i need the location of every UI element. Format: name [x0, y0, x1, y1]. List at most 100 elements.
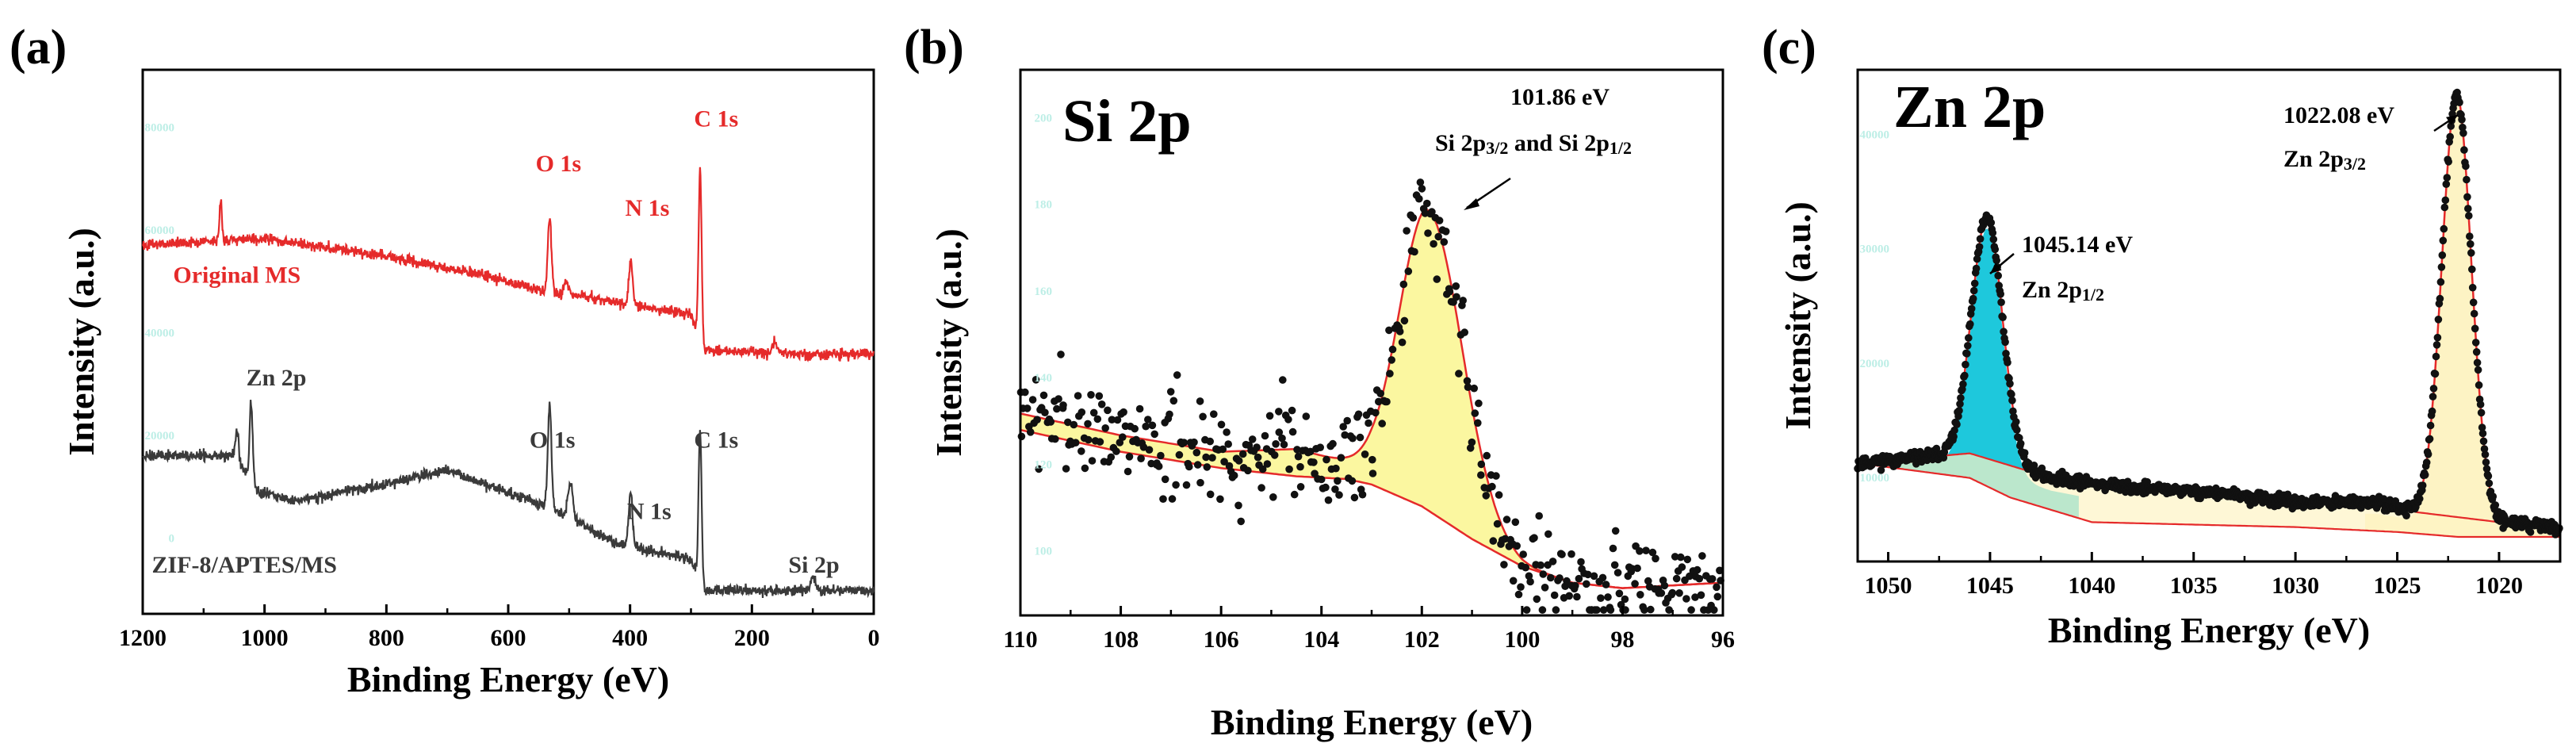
panel-b-data-point: [1084, 420, 1092, 428]
panel-b-data-point: [1683, 555, 1692, 564]
panel-b-data-point: [1519, 550, 1527, 558]
panel-b-data-point: [1611, 527, 1620, 535]
panel-a-series-original-ms-line: [141, 167, 875, 362]
panel-b-data-point: [1492, 472, 1500, 480]
panel-b-data-point: [1675, 589, 1683, 597]
panel-c-data-point: [1969, 286, 1978, 295]
panel-c-data-point: [2432, 341, 2441, 349]
panel-b-data-point: [1307, 447, 1315, 456]
panel-b-data-point: [1398, 338, 1407, 347]
panel-c-data-point: [2002, 350, 2010, 358]
panel-b-data-point: [1395, 328, 1404, 335]
panel-b-data-point: [1028, 396, 1037, 404]
panel-c-data-point: [2471, 324, 2479, 333]
panel-c-data-point: [2481, 450, 2490, 458]
panel-c-x-axis-title: Binding Energy (eV): [2048, 610, 2370, 650]
panel-c-data-point: [2476, 400, 2485, 408]
panel-b-data-point: [1349, 434, 1357, 443]
panel-b-data-point: [1672, 574, 1681, 583]
panel-b-data-point: [1477, 471, 1485, 479]
panel-c-data-point: [2480, 445, 2489, 453]
panel-c-data-point: [1963, 350, 1971, 358]
panel-b-data-point: [1445, 287, 1454, 296]
panel-b-data-point: [1602, 581, 1610, 588]
panel-b-x-axis-title: Binding Energy (eV): [1211, 702, 1533, 742]
panel-b-data-point: [1021, 388, 1029, 397]
panel-b-data-point: [1142, 422, 1150, 431]
panel-a-annotation: N 1s: [627, 499, 672, 525]
panel-b-data-point: [1509, 577, 1518, 585]
panel-c-data-point: [2434, 316, 2443, 324]
panel-b-data-point: [1234, 501, 1242, 510]
panel-c-data-point: [2006, 380, 2014, 388]
panel-b-data-point: [1062, 465, 1070, 473]
panel-b-data-point: [1640, 606, 1648, 614]
panel-c-data-point: [2459, 123, 2467, 132]
panel-b-data-point: [1270, 451, 1279, 459]
panel-b-data-point: [1343, 416, 1351, 425]
panel-b-data-point: [1219, 445, 1227, 454]
panel-c-data-point: [2455, 98, 2463, 106]
panel-b-data-point: [1206, 490, 1215, 499]
panel-b-data-point: [1403, 227, 1410, 235]
panel-c-data-point: [1975, 243, 1984, 251]
panel-b-peak-assignment: Si 2p3/2 and Si 2p1/2: [1435, 130, 1632, 158]
panel-b-data-point: [1112, 447, 1120, 455]
panel-b-data-point: [1131, 424, 1139, 433]
panel-b-data-point: [1468, 438, 1476, 446]
panel-c-data-point: [1976, 235, 1985, 243]
panel-b-data-point: [1168, 495, 1177, 503]
panel-a-annotation: Original MS: [173, 263, 300, 289]
panel-c-data-point: [2444, 158, 2452, 166]
panel-c-data-point: [2467, 249, 2475, 257]
panel-b-data-point: [1544, 530, 1552, 538]
panel-b-data-point: [1077, 447, 1085, 455]
panel-c-data-point: [1967, 305, 1976, 313]
panel-c-data-point: [2416, 495, 2424, 503]
panel-c-data-point: [2009, 407, 2017, 416]
panel-c-data-point: [2429, 393, 2437, 400]
panel-c-x-tick-label: 1020: [2475, 573, 2523, 599]
panel-b-data-point: [1687, 606, 1695, 614]
panel-c-data-point: [2482, 458, 2490, 466]
panel-b-data-point: [1376, 389, 1384, 398]
panel-b-data-point: [1410, 247, 1418, 256]
panel-b-data-point: [1296, 462, 1304, 471]
panel-c-data-point: [2020, 449, 2029, 457]
panel-c-data-point: [2016, 439, 2025, 448]
panel-b-data-point: [1511, 518, 1520, 527]
panel-b-data-point: [1460, 328, 1468, 336]
panel-c-y-tick-label: 40000: [1860, 129, 1890, 142]
panel-b-data-point: [1453, 293, 1460, 301]
panel-b-data-point: [1583, 580, 1590, 588]
panel-b-data-point: [1368, 469, 1377, 477]
panel-b-data-point: [1575, 574, 1583, 583]
panel-a-x-tick-label: 400: [612, 625, 648, 651]
panel-a-y-tick-label: 40000: [145, 328, 175, 340]
panel-b-data-point: [1361, 450, 1369, 458]
panel-c-data-point: [2438, 251, 2447, 259]
panel-b-data-point: [1565, 592, 1573, 600]
panel-c-x-tick-label: 1030: [2272, 573, 2319, 599]
panel-b-data-point: [1665, 606, 1673, 614]
panel-c-y-tick-label: 10000: [1860, 472, 1890, 485]
panel-c-data-point: [2468, 265, 2476, 274]
panel-b-data-point: [1708, 575, 1717, 583]
panel-c-data-point: [2485, 479, 2494, 488]
panel-c-peak-assignment: Zn 2p3/2: [2283, 146, 2366, 174]
panel-b-data-point: [1035, 465, 1043, 473]
panel-b-data-point: [1678, 563, 1686, 571]
panel-b-data-point: [1590, 572, 1598, 581]
panel-b-data-point: [1541, 584, 1549, 592]
panel-b-x-tick-label: 104: [1303, 627, 1339, 653]
panel-b-data-point: [1693, 565, 1701, 574]
panel-a-y-tick-label: 0: [169, 532, 175, 545]
panel-c-data-point: [1953, 420, 1961, 428]
panel-b-data-point: [1475, 399, 1483, 408]
panel-b-data-point: [1636, 591, 1644, 599]
panel-b-data-point: [1571, 581, 1579, 590]
panel-b-data-point: [1483, 451, 1491, 460]
panel-a-series-zif8-aptes-ms-line: [142, 400, 875, 599]
panel-b-data-point: [1166, 410, 1173, 419]
panel-b-data-point: [1513, 542, 1521, 550]
